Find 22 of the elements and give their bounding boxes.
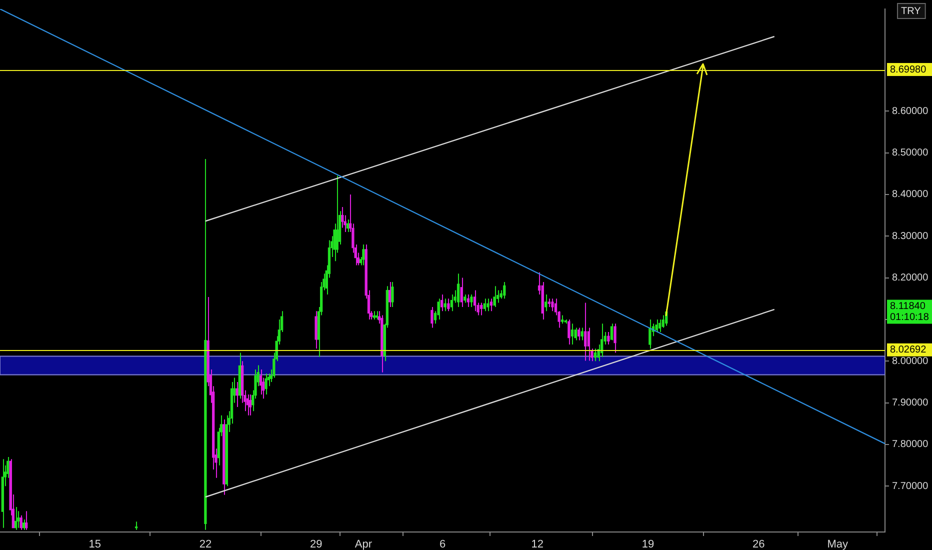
x-tick-label: 12 — [531, 538, 544, 550]
ref-line-label: 8.69980 — [890, 64, 927, 76]
y-tick-label: 8.40000 — [892, 189, 929, 200]
x-tick-label: Apr — [354, 538, 372, 550]
ref-line-label: 8.02692 — [890, 344, 927, 356]
x-tick-label: May — [827, 538, 848, 550]
text: 8.11840 01:10:18 — [890, 301, 930, 324]
y-axis-title: TRY — [901, 6, 922, 17]
x-tick-label: 22 — [199, 538, 212, 550]
x-tick-label: 19 — [642, 538, 654, 550]
x-tick-label: 6 — [439, 538, 446, 550]
y-tick-label: 8.30000 — [892, 230, 929, 242]
y-tick-label: 8.50000 — [892, 148, 929, 159]
x-tick-label: 29 — [310, 538, 322, 550]
y-tick-label: 7.80000 — [892, 439, 929, 450]
y-tick-label: 7.70000 — [892, 480, 929, 492]
y-tick-label: 8.20000 — [892, 272, 929, 284]
y-tick-label: 8.00000 — [892, 356, 929, 367]
x-tick-label: 26 — [752, 538, 765, 550]
y-tick-label: 7.90000 — [892, 398, 929, 409]
x-tick-label: 15 — [88, 538, 101, 550]
y-tick-label: 8.60000 — [892, 106, 929, 117]
